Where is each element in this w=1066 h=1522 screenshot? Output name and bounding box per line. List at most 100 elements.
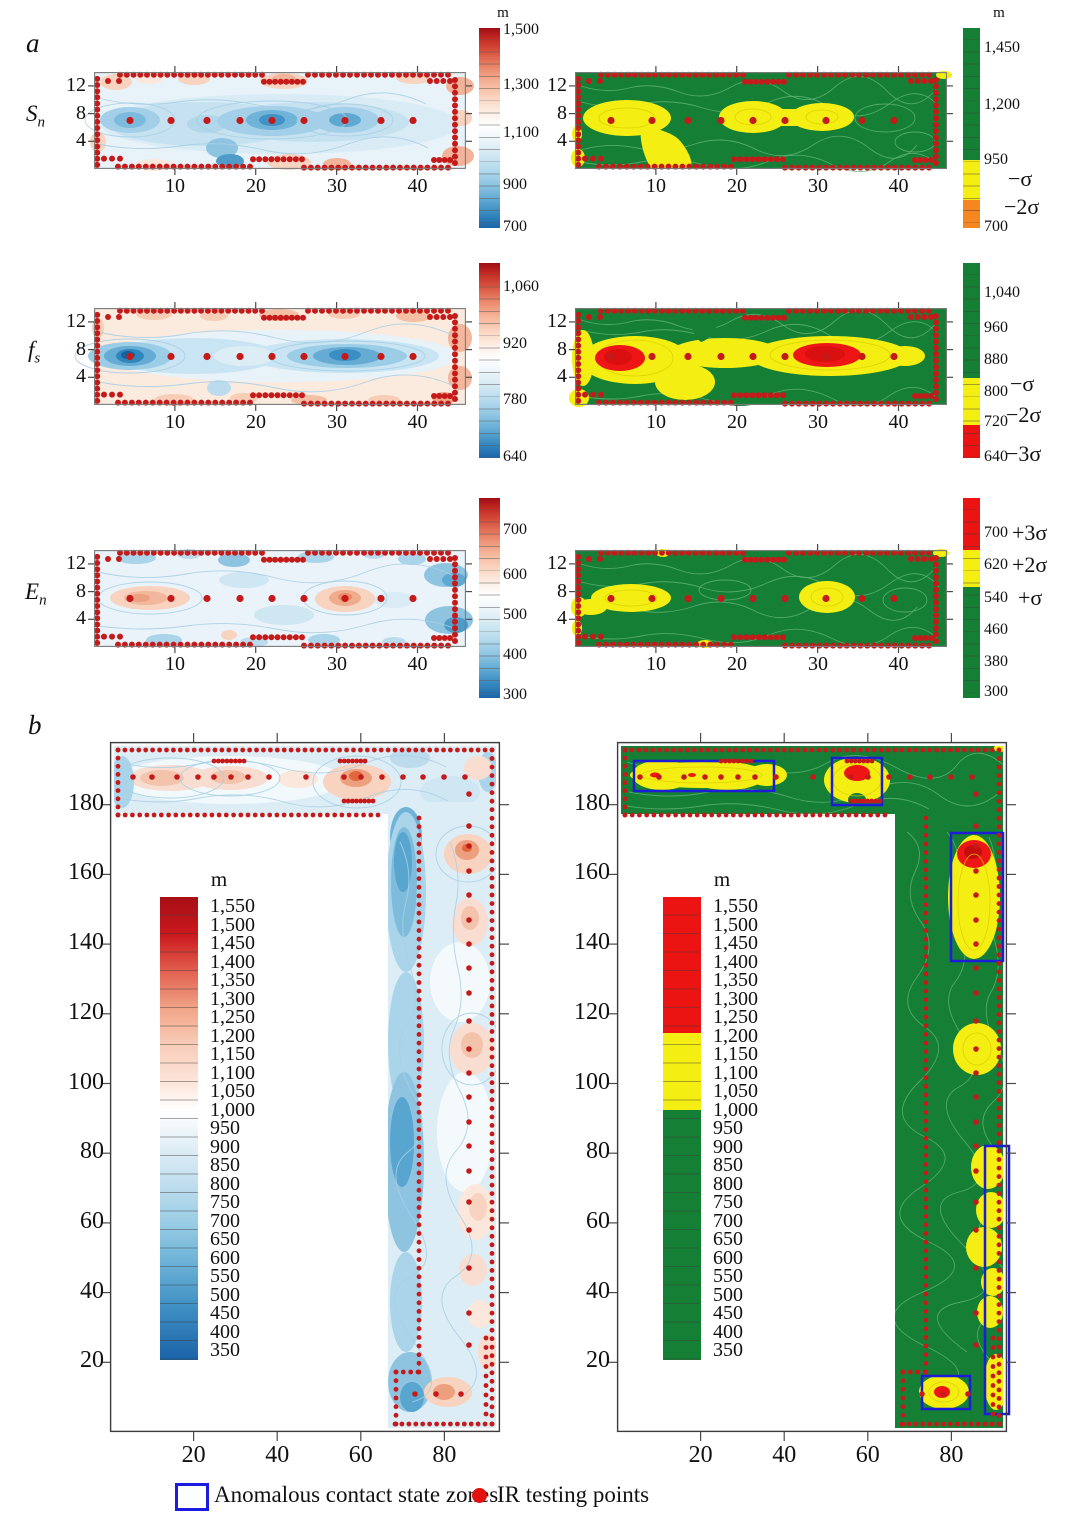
tick-label: 140 <box>68 929 104 956</box>
legend-value: 1,100 <box>713 1061 758 1084</box>
legend-value: 550 <box>210 1265 240 1287</box>
tick-label: 8 <box>76 579 86 602</box>
tick-label: 10 <box>646 653 666 675</box>
legend-value: 1,250 <box>210 1006 255 1028</box>
axis-ticks <box>88 544 472 653</box>
tick-label: 8 <box>76 337 86 360</box>
colorbar-tick: 300 <box>503 686 527 703</box>
contour-map-sn-measured <box>84 66 474 175</box>
legend-value: 1,300 <box>210 987 255 1010</box>
tick-label: 4 <box>76 607 86 630</box>
legend-value: 750 <box>210 1191 240 1213</box>
tick-label: 4 <box>557 129 567 152</box>
legend-value: 850 <box>713 1154 743 1176</box>
colorbar-tick: 640 <box>503 448 527 465</box>
legend-value: 1,450 <box>713 932 758 954</box>
tick-label: 120 <box>68 998 104 1025</box>
tick-label: 60 <box>80 1207 104 1234</box>
colorbar-tick: 720 <box>984 413 1008 430</box>
legend-value: 350 <box>713 1339 743 1361</box>
contour-map-fs-measured <box>74 302 472 411</box>
tick-label: 80 <box>432 1442 457 1468</box>
contour-lines <box>74 323 455 393</box>
legend-value: 1,550 <box>210 895 255 917</box>
tick-label: 40 <box>407 653 428 675</box>
anomalous-zone-swatch <box>175 1483 209 1511</box>
colorbar-tick: 960 <box>984 319 1008 336</box>
legend-value: 1,050 <box>713 1080 758 1102</box>
colorbar-fs-measured <box>479 263 500 458</box>
contour-lines <box>84 92 429 155</box>
legend-value: 450 <box>713 1302 743 1324</box>
anomalous-zone <box>949 831 1005 963</box>
colorbar-tick: 1,300 <box>503 76 539 93</box>
tick-label: 12 <box>66 73 86 96</box>
tick-label: 12 <box>547 309 567 332</box>
tick-label: 100 <box>574 1068 610 1095</box>
tick-label: 12 <box>66 309 86 332</box>
legend-unit: m <box>713 867 731 891</box>
colorbar-tick: 700 <box>984 524 1008 541</box>
colorbar-tick: 460 <box>984 621 1008 638</box>
sigma-label: +3σ <box>1012 520 1048 545</box>
legend-value: 800 <box>713 1172 743 1195</box>
tick-label: 4 <box>557 607 567 630</box>
legend-value: 1,200 <box>713 1024 758 1047</box>
tick-label: 20 <box>246 411 266 433</box>
sigma-label: +2σ <box>1012 552 1048 577</box>
colorbar-sn-classified <box>963 28 980 228</box>
legend-value: 1,350 <box>713 969 758 991</box>
legend-value: 1,150 <box>713 1043 758 1065</box>
tick-label: 30 <box>327 653 347 675</box>
ir-testing-points <box>622 747 1002 1427</box>
row-label-fs: fs <box>28 337 41 367</box>
colorbar-tick: 1,450 <box>984 39 1020 56</box>
tick-label: 120 <box>574 998 610 1025</box>
axis-ticks <box>88 302 472 411</box>
legend-value: 1,000 <box>713 1098 758 1121</box>
colorbar-tick: 380 <box>984 653 1008 670</box>
anomalous-zone <box>983 1144 1011 1416</box>
colorbar-tick: 1,100 <box>503 124 539 141</box>
legend-value: 500 <box>210 1283 240 1306</box>
colorbar-tick: 700 <box>984 218 1008 235</box>
colorbar-tick: 880 <box>984 351 1008 368</box>
tick-label: 10 <box>646 411 666 433</box>
contour-fills <box>90 72 474 171</box>
sigma-label: −σ <box>1010 371 1035 396</box>
tick-label: 40 <box>407 411 428 433</box>
contour-map-en-measured <box>88 544 473 653</box>
legend-value: 700 <box>210 1209 240 1232</box>
tick-label: 40 <box>888 175 909 197</box>
contour-map-b-measured <box>101 733 509 1441</box>
plot-frame <box>94 308 466 405</box>
plot-frame <box>575 72 947 169</box>
legend-value: 1,200 <box>210 1024 255 1047</box>
legend-value: 1,150 <box>210 1043 255 1065</box>
tick-label: 20 <box>181 1442 206 1468</box>
legend-value: 600 <box>210 1246 240 1269</box>
tick-label: 40 <box>772 1442 797 1468</box>
legend-value: 550 <box>713 1265 743 1287</box>
tick-label: 30 <box>327 175 347 197</box>
tick-label: 20 <box>80 1347 104 1374</box>
ir-testing-points <box>575 307 939 407</box>
legend-value: 950 <box>210 1117 240 1139</box>
colorbar-tick: 640 <box>984 448 1008 465</box>
ir-testing-points <box>575 71 939 171</box>
legend-value: 1,400 <box>210 950 255 973</box>
tick-label: 20 <box>727 653 747 675</box>
tick-label: 80 <box>80 1138 104 1165</box>
tick-label: 80 <box>939 1442 964 1468</box>
legend-colorbar-b-classified <box>663 897 701 1360</box>
tick-label: 180 <box>68 789 104 816</box>
tick-label: 12 <box>66 551 86 574</box>
sigma-label: −2σ <box>1006 402 1042 427</box>
contour-map-fs-classified <box>569 302 953 411</box>
legend-value: 950 <box>713 1117 743 1139</box>
tick-label: 30 <box>808 175 828 197</box>
legend-value: 500 <box>713 1283 743 1306</box>
legend-value: 850 <box>210 1154 240 1176</box>
anomalous-zone-legend-label: Anomalous contact state zones <box>214 1482 499 1507</box>
legend-value: 700 <box>713 1209 743 1232</box>
